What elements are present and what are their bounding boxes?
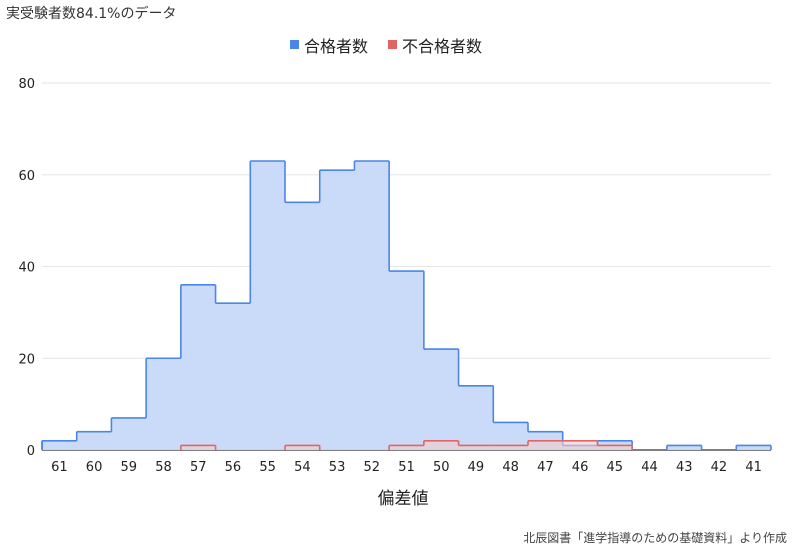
x-tick-label: 55	[259, 460, 276, 475]
x-tick-label: 60	[86, 460, 103, 475]
x-axis-ticks: 61 60 59 58 57 56 55 54 53 52 51 50 49 48 47 46 45 44 43 42…	[51, 460, 762, 475]
x-tick-label: 54	[294, 460, 311, 475]
x-tick-label: 42	[711, 460, 728, 475]
x-tick-label: 58	[155, 460, 172, 475]
legend-label: 不合格者数	[402, 37, 482, 56]
y-tick-label: 20	[18, 352, 35, 367]
x-tick-label: 59	[121, 460, 138, 475]
legend: 合格者数 不合格者数	[290, 37, 482, 56]
x-tick-label: 45	[607, 460, 624, 475]
source-note: 北辰図書「進学指導のための基礎資料」より作成	[523, 531, 787, 545]
x-tick-label: 53	[329, 460, 346, 475]
x-tick-label: 52	[364, 460, 381, 475]
legend-label: 合格者数	[304, 37, 368, 56]
series-pass	[41, 160, 772, 451]
x-tick-label: 47	[537, 460, 554, 475]
x-tick-label: 48	[502, 460, 519, 475]
x-tick-label: 46	[572, 460, 589, 475]
y-tick-label: 80	[18, 77, 35, 92]
x-tick-label: 61	[51, 460, 68, 475]
x-tick-label: 57	[190, 460, 207, 475]
x-tick-label: 44	[641, 460, 658, 475]
x-tick-label: 49	[468, 460, 485, 475]
x-tick-label: 50	[433, 460, 450, 475]
series-fail	[42, 440, 771, 450]
y-axis-ticks: 0 20 40 60 80	[18, 77, 35, 459]
y-tick-label: 60	[18, 169, 35, 184]
series-area-fill	[42, 160, 771, 451]
y-tick-label: 40	[18, 261, 35, 276]
y-tick-label: 0	[27, 444, 35, 459]
legend-swatch	[290, 40, 299, 49]
x-tick-label: 41	[745, 460, 762, 475]
x-tick-label: 51	[398, 460, 415, 475]
x-tick-label: 43	[676, 460, 693, 475]
legend-swatch	[388, 40, 397, 49]
chart-title: 実受験者数84.1%のデータ	[6, 6, 177, 22]
x-tick-label: 56	[225, 460, 242, 475]
x-axis-label: 偏差値	[378, 489, 429, 509]
